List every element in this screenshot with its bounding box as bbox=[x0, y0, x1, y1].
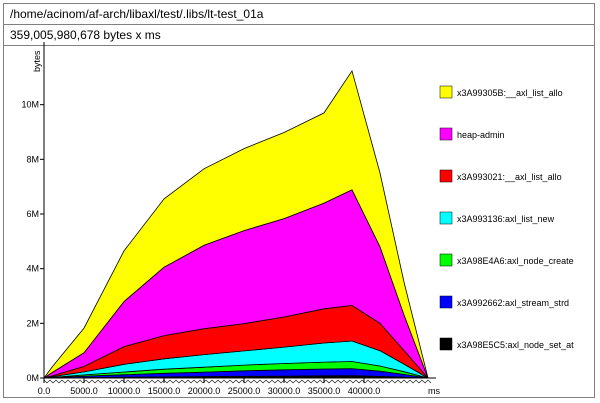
legend-label-x3a98e5c5-axl-node-set-at: x3A98E5C5:axl_node_set_at bbox=[457, 340, 574, 350]
legend-label-x3a992662-axl-stream-strd: x3A992662:axl_stream_strd bbox=[457, 298, 569, 308]
x-axis-label: ms bbox=[428, 386, 440, 396]
total-summary-bar: 359,005,980,678 bytes x ms bbox=[3, 24, 595, 46]
x-tick-label: 30000.0 bbox=[268, 386, 301, 396]
legend: x3A99305B:__axl_list_allo heap-admin x3A99… bbox=[439, 85, 574, 351]
legend-label-x3a993136-axl-list-new: x3A993136:axl_list_new bbox=[457, 214, 555, 224]
stacked-areas bbox=[43, 69, 429, 379]
x-tick-label: 15000.0 bbox=[148, 386, 181, 396]
legend-swatch-x3a98e4a6-axl-node-create bbox=[439, 253, 453, 267]
y-axis-label: bytes bbox=[32, 50, 42, 72]
x-tick-label: 0.0 bbox=[38, 386, 51, 396]
legend-label-x3a99305b-axl-list-allo: x3A99305B:__axl_list_allo bbox=[457, 88, 563, 98]
x-tick-label: 35000.0 bbox=[308, 386, 341, 396]
axes: 0M 2M 4M 6M 8M 10M 0.0 5000.0 10000.0 15000.0 2000… bbox=[21, 42, 440, 396]
legend-swatch-x3a993136-axl-list-new bbox=[439, 211, 453, 225]
legend-swatch-x3a992662-axl-stream-strd bbox=[439, 295, 453, 309]
legend-label-heap-admin: heap-admin bbox=[457, 130, 505, 140]
y-tick-label: 10M bbox=[21, 100, 39, 110]
y-tick-label: 6M bbox=[26, 209, 39, 219]
x-tick-label: 25000.0 bbox=[228, 386, 261, 396]
x-tick-label: 20000.0 bbox=[188, 386, 221, 396]
y-tick-label: 2M bbox=[26, 318, 39, 328]
program-path: /home/acinom/af-arch/libaxl/test/.libs/l… bbox=[10, 7, 264, 21]
legend-swatch-x3a993021-axl-list-allo bbox=[439, 169, 453, 183]
x-tick-label: 5000.0 bbox=[70, 386, 98, 396]
y-tick-label: 8M bbox=[26, 154, 39, 164]
legend-label-x3a98e4a6-axl-node-create: x3A98E4A6:axl_node_create bbox=[457, 256, 574, 266]
legend-label-x3a993021-axl-list-allo: x3A993021:__axl_list_allo bbox=[457, 172, 562, 182]
x-tick-label: 40000.0 bbox=[348, 386, 381, 396]
legend-swatch-heap-admin bbox=[439, 127, 453, 141]
legend-swatch-x3a99305b-axl-list-allo bbox=[439, 85, 453, 99]
x-axis-ruler bbox=[43, 379, 432, 384]
y-tick-label: 0M bbox=[26, 373, 39, 383]
x-tick-label: 10000.0 bbox=[108, 386, 141, 396]
legend-swatch-x3a98e5c5-axl-node-set-at bbox=[439, 337, 453, 351]
total-bytes-ms: 359,005,980,678 bytes x ms bbox=[10, 28, 161, 42]
y-tick-label: 4M bbox=[26, 264, 39, 274]
